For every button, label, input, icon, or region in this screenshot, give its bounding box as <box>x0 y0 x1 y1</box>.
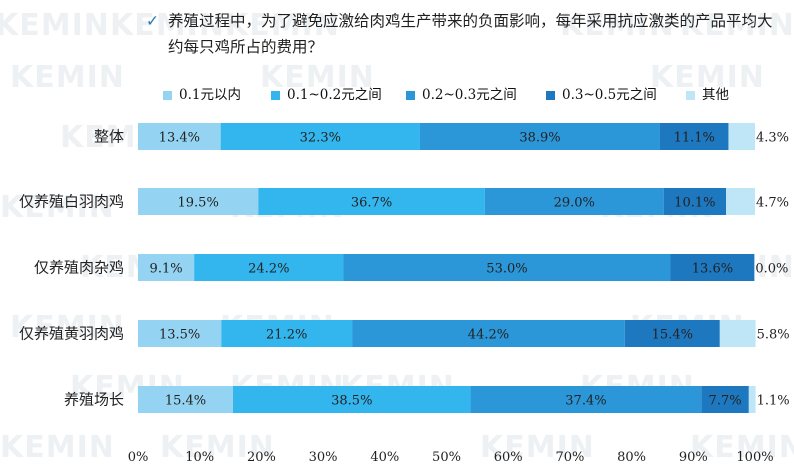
data-label: 37.4% <box>565 394 606 409</box>
bar-segment <box>194 254 344 281</box>
x-tick-label: 0% <box>128 450 149 465</box>
data-label: 4.3% <box>756 131 789 146</box>
category-label: 仅养殖肉杂鸡 <box>34 259 124 277</box>
data-label: 36.7% <box>351 196 392 211</box>
bar-segment <box>719 320 756 347</box>
data-label: 1.1% <box>757 394 790 409</box>
bar-segment <box>670 254 755 281</box>
data-label: 53.0% <box>486 262 527 277</box>
x-tick-label: 90% <box>679 450 708 465</box>
legend-swatch <box>546 91 555 100</box>
legend-label: 0.1~0.2元之间 <box>287 87 382 103</box>
bar-segment <box>659 123 729 150</box>
legend-swatch <box>686 91 695 100</box>
bar-segment <box>138 254 195 281</box>
category-label: 整体 <box>94 128 124 146</box>
data-label: 5.8% <box>757 328 790 343</box>
bar-segment <box>726 188 755 215</box>
legend-swatch <box>163 91 172 100</box>
data-label: 7.7% <box>709 394 742 409</box>
data-label: 38.9% <box>519 131 560 146</box>
legend-label: 其他 <box>702 87 729 103</box>
data-label: 0.0% <box>755 262 788 277</box>
x-tick-label: 40% <box>370 450 399 465</box>
chart-title: ✓ 养殖过程中，为了避免应激给肉鸡生产带来的负面影响，每年采用抗应激类的产品平均… <box>146 8 786 60</box>
data-label: 13.6% <box>692 262 733 277</box>
data-label: 24.2% <box>248 262 289 277</box>
category-label: 仅养殖白羽肉鸡 <box>19 193 124 211</box>
bar-segment <box>258 188 485 215</box>
data-label: 9.1% <box>150 262 183 277</box>
bar-segment <box>138 320 222 347</box>
data-label: 32.3% <box>300 131 341 146</box>
category-label: 养殖场长 <box>64 391 124 409</box>
bar-segment <box>484 188 664 215</box>
bar-segment <box>138 188 259 215</box>
bar-segment <box>748 386 756 413</box>
data-label: 15.4% <box>652 328 693 343</box>
data-label: 4.7% <box>756 196 789 211</box>
category-label: 仅养殖黄羽肉鸡 <box>19 325 124 343</box>
bar-segment <box>138 386 234 413</box>
x-tick-label: 10% <box>185 450 214 465</box>
bar-segment <box>728 123 755 150</box>
x-tick-label: 30% <box>309 450 338 465</box>
data-label: 29.0% <box>554 196 595 211</box>
data-label: 13.4% <box>159 131 200 146</box>
bar-segment <box>220 123 420 150</box>
bar-segment <box>221 320 353 347</box>
data-label: 10.1% <box>674 196 715 211</box>
legend-swatch <box>406 91 415 100</box>
chart-title-text: 养殖过程中，为了避免应激给肉鸡生产带来的负面影响，每年采用抗应激类的产品平均大约… <box>168 12 773 56</box>
x-tick-label: 60% <box>494 450 523 465</box>
legend-label: 0.2~0.3元之间 <box>422 87 517 103</box>
bar-segment <box>663 188 727 215</box>
bar-segment <box>470 386 702 413</box>
legend-swatch <box>271 91 280 100</box>
data-label: 44.2% <box>468 328 509 343</box>
x-tick-label: 70% <box>555 450 584 465</box>
x-tick-label: 80% <box>617 450 646 465</box>
bar-segment <box>701 386 749 413</box>
data-label: 38.5% <box>331 394 372 409</box>
bar-segment <box>352 320 625 347</box>
data-label: 21.2% <box>266 328 307 343</box>
data-label: 11.1% <box>674 131 715 146</box>
legend-label: 0.1元以内 <box>179 87 241 103</box>
bar-segment <box>138 123 221 150</box>
x-tick-label: 50% <box>432 450 461 465</box>
checkmark-icon: ✓ <box>146 12 159 30</box>
x-tick-label: 100% <box>736 450 773 465</box>
bar-segment <box>343 254 671 281</box>
data-label: 15.4% <box>165 394 206 409</box>
bar-segment <box>419 123 660 150</box>
bar-segment <box>624 320 720 347</box>
x-tick-label: 20% <box>247 450 276 465</box>
bar-segment <box>233 386 471 413</box>
legend-label: 0.3~0.5元之间 <box>562 87 657 103</box>
data-label: 19.5% <box>178 196 219 211</box>
data-label: 13.5% <box>159 328 200 343</box>
